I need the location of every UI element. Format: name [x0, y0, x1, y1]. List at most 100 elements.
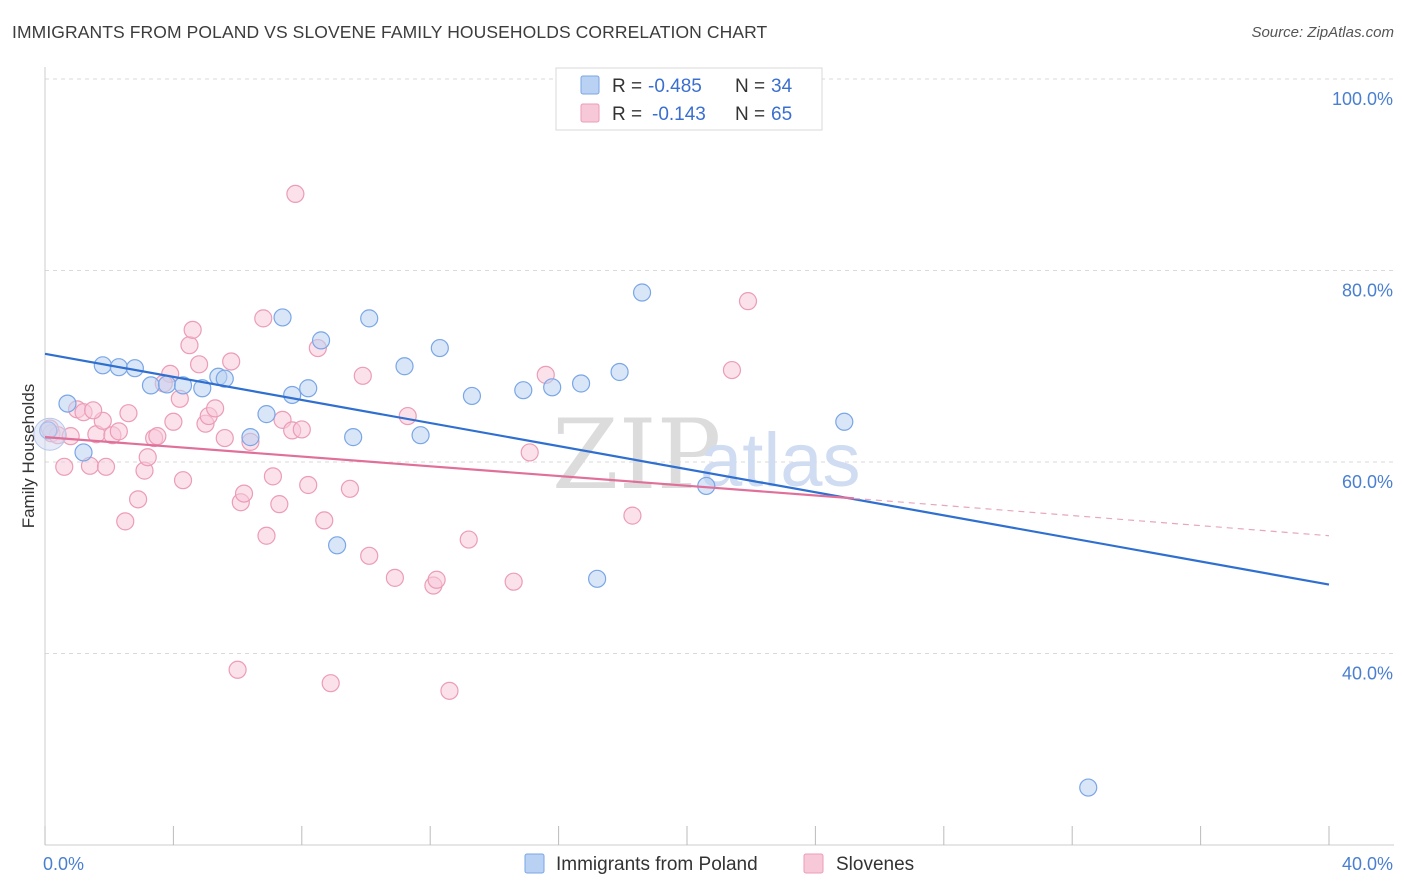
slovenes-point: [270, 495, 289, 514]
slovenes-point: [148, 427, 167, 446]
slovenes-point: [353, 366, 372, 385]
slovenes-point: [164, 412, 183, 431]
poland-point: [157, 375, 177, 394]
poland-point: [193, 379, 212, 398]
poland-point: [411, 426, 430, 445]
poland-point: [395, 357, 414, 376]
poland-point: [273, 308, 292, 327]
cluster-point: [33, 417, 67, 451]
legend-n-label-slovenes: N =: [735, 104, 765, 125]
poland-point: [571, 374, 591, 393]
y-tick-label: 80.0%: [1342, 281, 1393, 301]
poland-point: [299, 379, 318, 398]
slovenes-point: [321, 674, 340, 693]
slovenes-point: [183, 320, 202, 339]
poland-point: [632, 283, 652, 302]
legend-r-label-poland: R =: [612, 76, 642, 97]
poland-point: [241, 428, 260, 447]
poland-point: [58, 394, 77, 413]
data-points: [33, 184, 1098, 797]
slovenes-point: [257, 526, 276, 545]
slovenes-point: [504, 572, 523, 591]
poland-point: [283, 385, 302, 405]
series-legend: Immigrants from Poland Slovenes: [524, 853, 914, 875]
poland-point: [835, 412, 854, 431]
slovenes-point: [109, 422, 128, 441]
axes: [44, 67, 1394, 846]
slovenes-point: [206, 399, 225, 418]
slovenes-point: [286, 184, 305, 203]
slovenes-point: [292, 420, 311, 439]
watermark-zip: ZIP: [552, 399, 721, 511]
slovenes-point: [440, 681, 459, 700]
series-legend-swatch-slovenes: [803, 853, 824, 874]
slovenes-trend-extension: [853, 497, 1330, 537]
slovenes-point: [722, 360, 742, 380]
slovenes-point: [222, 352, 241, 371]
y-tick-label: 40.0%: [1342, 664, 1393, 684]
poland-point: [311, 331, 331, 350]
slovenes-point: [228, 660, 247, 679]
poland-point: [588, 569, 607, 588]
slovenes-point: [299, 475, 318, 495]
poland-point: [360, 309, 379, 328]
slovenes-point: [360, 546, 379, 565]
slovenes-point: [189, 355, 209, 374]
x-tick-label: 0.0%: [43, 854, 84, 874]
slovenes-point: [263, 467, 283, 486]
poland-point: [74, 443, 93, 462]
slovenes-point: [173, 471, 193, 490]
slovenes-point: [138, 448, 157, 467]
series-legend-label-poland: Immigrants from Poland: [556, 854, 758, 875]
slovenes-point: [96, 457, 116, 476]
poland-point: [514, 381, 533, 400]
slovenes-point: [234, 484, 254, 503]
correlation-legend: R = -0.485 N = 34 R = -0.143 N = 65: [555, 67, 823, 131]
slovenes-point: [180, 336, 199, 355]
source-label: Source: ZipAtlas.com: [1251, 24, 1394, 41]
legend-r-value-poland: -0.485: [648, 76, 702, 97]
slovenes-point: [215, 428, 234, 448]
slovenes-point: [520, 443, 539, 462]
trend-lines: [44, 352, 1330, 586]
legend-n-value-poland: 34: [771, 76, 793, 97]
slovenes-point: [119, 404, 138, 423]
slovenes-point: [385, 568, 404, 587]
poland-point: [173, 376, 193, 395]
slovenes-point: [84, 401, 103, 420]
poland-trend-line: [44, 352, 1330, 586]
legend-swatch-slovenes: [580, 103, 600, 123]
poland-point: [543, 378, 562, 397]
poland-point: [610, 362, 629, 382]
grid-lines: [45, 78, 1394, 654]
slovenes-point: [459, 530, 478, 549]
slovenes-point: [738, 292, 758, 311]
poland-point: [257, 405, 276, 424]
poland-point: [328, 536, 347, 555]
legend-n-label-poland: N =: [735, 76, 765, 97]
slovenes-point: [254, 309, 273, 328]
poland-point: [344, 428, 363, 447]
series-legend-swatch-poland: [524, 853, 545, 874]
y-tick-label: 100.0%: [1332, 89, 1393, 109]
x-tick-label: 40.0%: [1342, 854, 1393, 874]
legend-r-label-slovenes: R =: [612, 104, 642, 125]
slovenes-trend-line: [44, 436, 855, 500]
watermark-atlas: atlas: [700, 418, 861, 503]
legend-swatch-poland: [580, 75, 600, 95]
y-tick-label: 60.0%: [1342, 472, 1393, 492]
slovenes-point: [116, 512, 135, 531]
legend-r-value-slovenes: -0.143: [652, 104, 706, 125]
legend-n-value-slovenes: 65: [771, 104, 792, 125]
poland-point: [1079, 778, 1098, 797]
poland-point: [462, 386, 482, 406]
tick-labels: 100.0% 80.0% 60.0% 40.0% 0.0% 40.0%: [43, 89, 1393, 874]
legend-box: [555, 67, 823, 131]
slovenes-point: [315, 511, 334, 530]
slovenes-point: [427, 570, 446, 589]
slovenes-point: [623, 506, 642, 525]
poland-point: [141, 376, 161, 395]
series-legend-label-slovenes: Slovenes: [836, 854, 914, 875]
slovenes-point: [55, 457, 74, 476]
